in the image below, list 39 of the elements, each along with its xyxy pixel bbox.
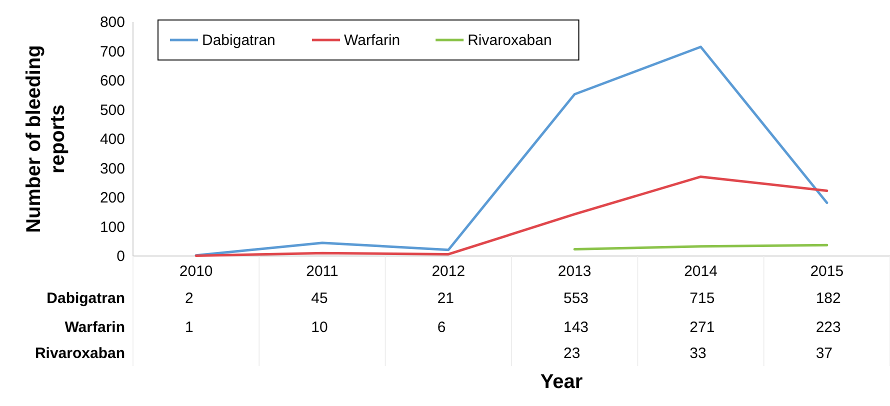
y-tick-label: 200 (100, 190, 125, 206)
legend-label: Warfarin (344, 32, 400, 49)
text: Rivaroxaban (34, 345, 125, 362)
legend-label: Dabigatran (202, 32, 276, 49)
y-tick-label: 500 (100, 102, 125, 119)
data-label: 715 (690, 290, 715, 307)
y-tick-label: 100 (100, 218, 125, 236)
data-label: 33 (690, 345, 706, 362)
data-label: 21 (437, 290, 454, 307)
data-label: 182 (816, 290, 841, 307)
data-label: 271 (690, 319, 715, 336)
y-tick-label: 0 (116, 248, 125, 265)
y-tick-label: 400 (100, 131, 125, 148)
data-label: 6 (437, 319, 446, 336)
data-label: 2 (185, 290, 194, 307)
data-label: 23 (564, 345, 580, 362)
data-label: 45 (311, 290, 328, 307)
x-tick-label: 2015 (810, 263, 844, 280)
y-tick-label: 800 (100, 14, 125, 31)
y-tick-label: 700 (100, 43, 125, 60)
x-tick-label: 2014 (684, 263, 718, 280)
data-label: 143 (564, 319, 589, 336)
data-label: 37 (816, 345, 833, 362)
data-label: 223 (816, 319, 841, 336)
x-tick-label: 2013 (558, 263, 592, 280)
text: Warfarin (64, 319, 125, 336)
y-tick-label: 600 (100, 72, 125, 90)
y-tick-label: 300 (100, 160, 125, 178)
data-label: 10 (311, 319, 328, 336)
x-axis-title: Year (540, 371, 583, 393)
x-tick-label: 2011 (306, 263, 338, 280)
legend-label: Rivaroxaban (468, 32, 552, 49)
x-tick-label: 2012 (432, 263, 466, 280)
data-label: 553 (564, 290, 589, 307)
text: Dabigatran (46, 290, 125, 307)
data-label: 1 (185, 319, 194, 336)
x-tick-label: 2010 (179, 263, 213, 280)
y-axis-title: Number of bleeding reports (23, 45, 69, 233)
line-series (194, 175, 828, 257)
